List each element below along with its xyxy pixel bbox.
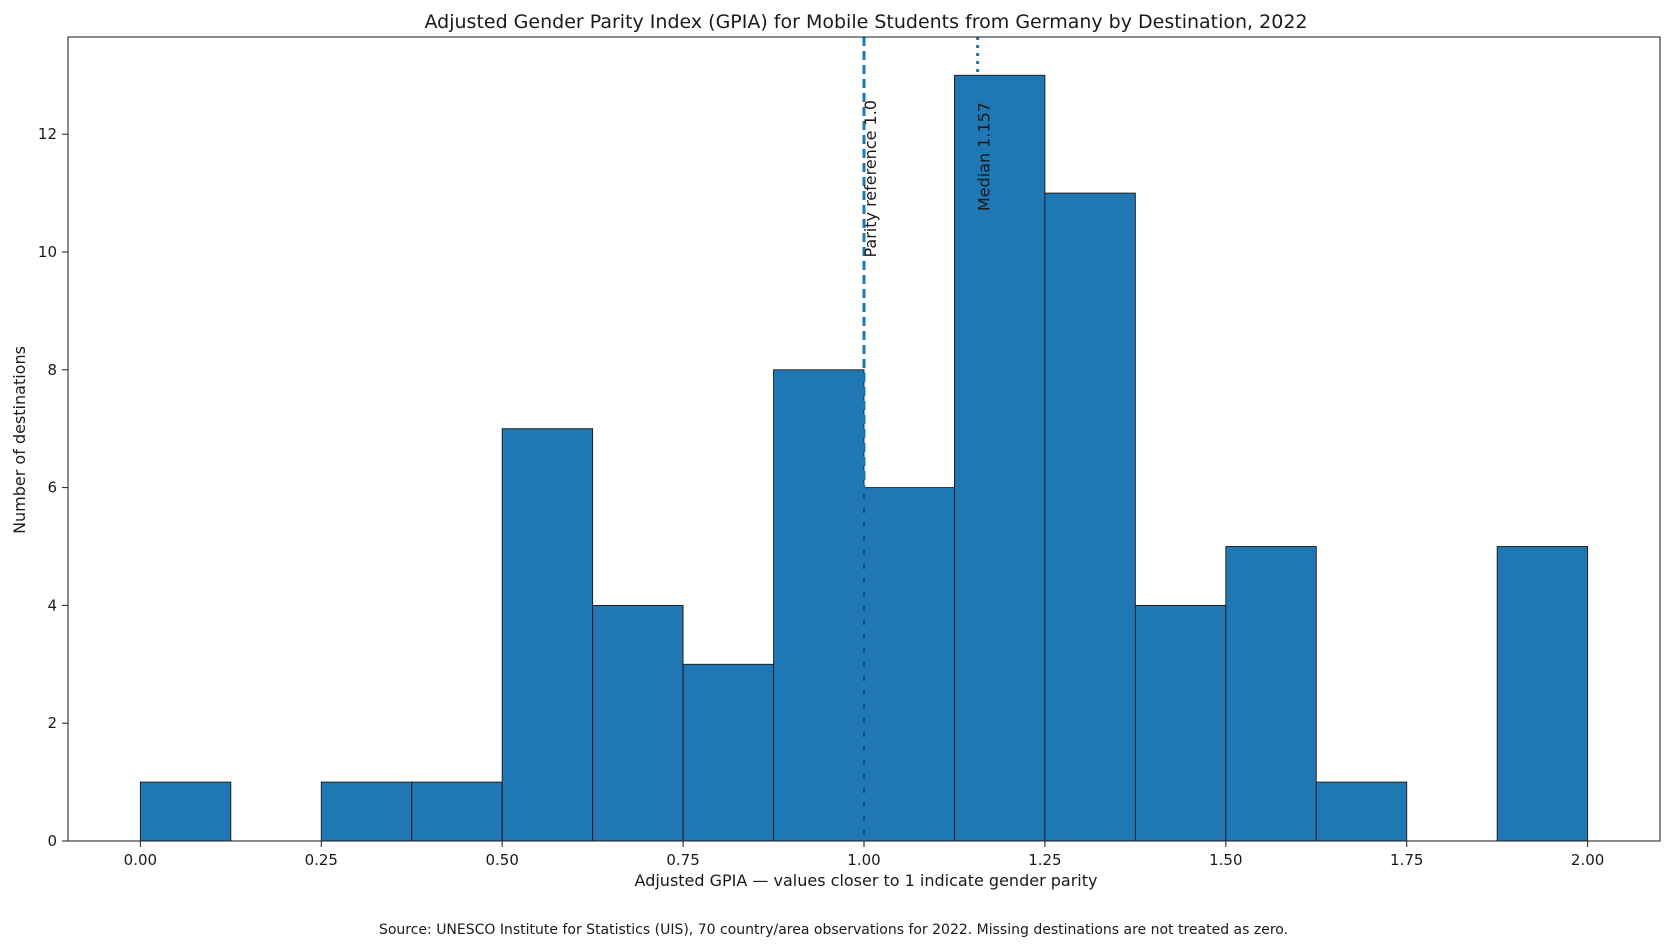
x-tick-label: 0.75	[666, 851, 699, 869]
x-tick-label: 1.00	[847, 851, 880, 869]
y-tick-label: 0	[47, 832, 57, 850]
y-tick-label: 8	[47, 361, 57, 379]
x-axis-ticks: 0.00 0.25 0.50 0.75 1.00 1.25 1.50 1.75 2.00	[124, 841, 1604, 869]
histogram-bar	[1134, 604, 1227, 842]
reference-line-label: Parity reference 1.0	[861, 100, 880, 258]
reference-line-label: Median 1.157	[975, 102, 994, 211]
x-tick-label: 1.50	[1209, 851, 1242, 869]
histogram-bar	[592, 604, 684, 842]
x-tick-label: 0.00	[124, 851, 157, 869]
histogram-bar	[1225, 546, 1317, 842]
histogram-bar	[773, 369, 865, 842]
histogram-bar	[501, 428, 594, 842]
histogram-bar	[1044, 192, 1136, 842]
y-tick-label: 10	[38, 243, 57, 261]
histogram-bar	[1315, 781, 1408, 842]
y-tick-label: 2	[47, 714, 57, 732]
histogram-bar	[411, 781, 503, 842]
y-axis-label: Number of destinations	[10, 346, 29, 534]
histogram-bar	[139, 781, 232, 842]
histogram-bar	[954, 74, 1046, 842]
histogram-bar	[682, 663, 774, 842]
chart-title: Adjusted Gender Parity Index (GPIA) for …	[425, 11, 1308, 33]
histogram-bar	[863, 487, 955, 842]
y-tick-label: 6	[47, 479, 57, 497]
x-tick-label: 2.00	[1571, 851, 1604, 869]
reference-lines-group: Parity reference 1.0 Median 1.157	[861, 37, 994, 841]
histogram-bar	[320, 781, 413, 842]
x-tick-label: 0.25	[305, 851, 338, 869]
y-tick-label: 4	[47, 596, 57, 614]
bars-group	[139, 74, 1589, 842]
x-axis-label: Adjusted GPIA — values closer to 1 indic…	[635, 871, 1098, 890]
y-axis-ticks: 0 2 4 6 8 10 12	[38, 125, 68, 850]
y-tick-label: 12	[38, 125, 57, 143]
x-tick-label: 1.25	[1028, 851, 1061, 869]
histogram-bar	[1496, 546, 1589, 842]
source-note: Source: UNESCO Institute for Statistics …	[378, 922, 1289, 938]
x-tick-label: 0.50	[485, 851, 518, 869]
x-tick-label: 1.75	[1390, 851, 1423, 869]
